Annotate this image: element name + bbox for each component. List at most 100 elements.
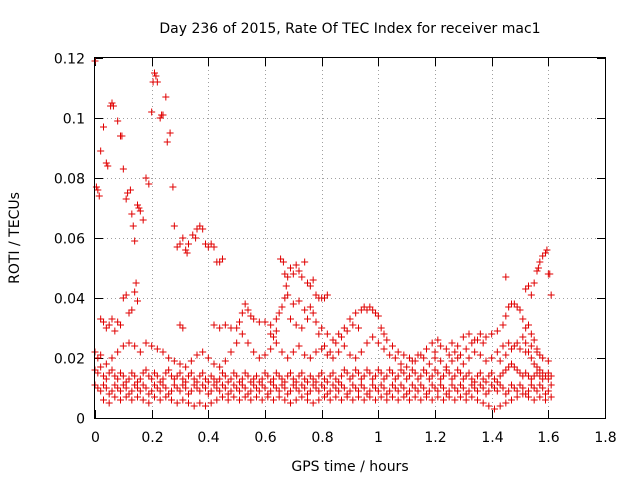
data-point	[117, 387, 124, 395]
data-point	[315, 396, 323, 404]
data-point	[278, 348, 286, 356]
data-point	[544, 387, 552, 395]
data-point	[124, 189, 132, 197]
data-point	[423, 393, 430, 401]
data-point	[179, 234, 187, 242]
data-point	[457, 393, 464, 401]
data-point	[255, 354, 263, 362]
data-point	[499, 342, 507, 350]
data-point	[247, 396, 255, 404]
data-point	[400, 351, 408, 359]
data-point	[170, 375, 178, 383]
y-axis-label: ROTI / TECUs	[7, 192, 23, 284]
data-point	[105, 321, 113, 329]
data-point	[499, 384, 507, 392]
data-point	[135, 204, 143, 212]
data-point	[321, 342, 328, 350]
data-point	[102, 384, 110, 392]
data-point	[284, 273, 292, 281]
data-point	[227, 387, 235, 395]
data-point	[125, 375, 133, 383]
data-point	[343, 393, 351, 401]
plot-frame	[94, 57, 606, 419]
data-point	[272, 384, 280, 392]
data-point	[119, 381, 127, 389]
data-point	[179, 375, 187, 383]
data-point	[530, 336, 538, 344]
data-point	[366, 393, 374, 401]
data-point	[318, 369, 326, 377]
data-point	[510, 363, 518, 371]
data-point	[159, 111, 167, 119]
data-point	[357, 381, 365, 389]
x-tick-label: 1.6	[537, 430, 559, 446]
data-point	[346, 387, 354, 395]
data-point	[366, 369, 374, 377]
chart-title: Day 236 of 2015, Rate Of TEC Index for r…	[159, 21, 540, 37]
data-point	[136, 375, 144, 383]
data-point	[182, 246, 190, 254]
data-point	[513, 393, 521, 401]
data-point	[332, 339, 340, 347]
data-point	[380, 345, 388, 353]
data-point	[199, 369, 207, 377]
data-point	[142, 384, 150, 392]
data-point	[255, 378, 263, 386]
data-point	[289, 348, 297, 356]
data-point	[131, 237, 139, 245]
data-point	[508, 345, 515, 353]
data-point	[298, 393, 306, 401]
data-point	[210, 321, 218, 329]
data-point	[216, 375, 224, 383]
data-point	[546, 270, 554, 278]
data-point	[202, 402, 209, 410]
data-point	[281, 270, 289, 278]
data-point	[179, 381, 187, 389]
data-point	[343, 327, 351, 335]
data-point	[279, 258, 287, 266]
data-point	[272, 369, 280, 377]
data-point	[516, 345, 524, 353]
data-point	[440, 396, 447, 404]
data-point	[213, 396, 221, 404]
data-point	[525, 387, 532, 395]
data-point	[372, 372, 379, 380]
data-point	[474, 396, 481, 404]
data-point	[277, 255, 285, 263]
data-point	[108, 354, 116, 362]
data-point	[374, 387, 382, 395]
data-point	[250, 315, 258, 323]
data-point	[295, 267, 303, 275]
data-point	[326, 387, 334, 395]
data-point	[451, 396, 459, 404]
data-point	[312, 348, 320, 356]
data-point	[544, 357, 552, 365]
data-point	[374, 312, 382, 320]
data-point	[179, 324, 187, 332]
data-point	[287, 315, 294, 323]
data-point	[448, 357, 456, 365]
data-point	[204, 378, 212, 386]
data-point	[134, 201, 141, 209]
data-point	[111, 372, 119, 380]
data-point	[169, 183, 177, 191]
data-point	[437, 342, 445, 350]
data-point	[111, 327, 119, 335]
data-point	[542, 396, 549, 404]
data-point	[431, 354, 439, 362]
data-point	[108, 99, 116, 107]
data-point	[420, 384, 428, 392]
data-point	[411, 393, 419, 401]
data-point	[397, 360, 405, 368]
data-point	[238, 309, 246, 317]
data-point	[485, 402, 493, 410]
data-point	[185, 399, 192, 407]
data-point	[192, 234, 200, 242]
data-point	[394, 348, 402, 356]
data-point	[233, 339, 241, 347]
data-point	[289, 300, 297, 308]
data-point	[227, 375, 235, 383]
data-point	[406, 354, 413, 362]
data-point	[360, 384, 368, 392]
